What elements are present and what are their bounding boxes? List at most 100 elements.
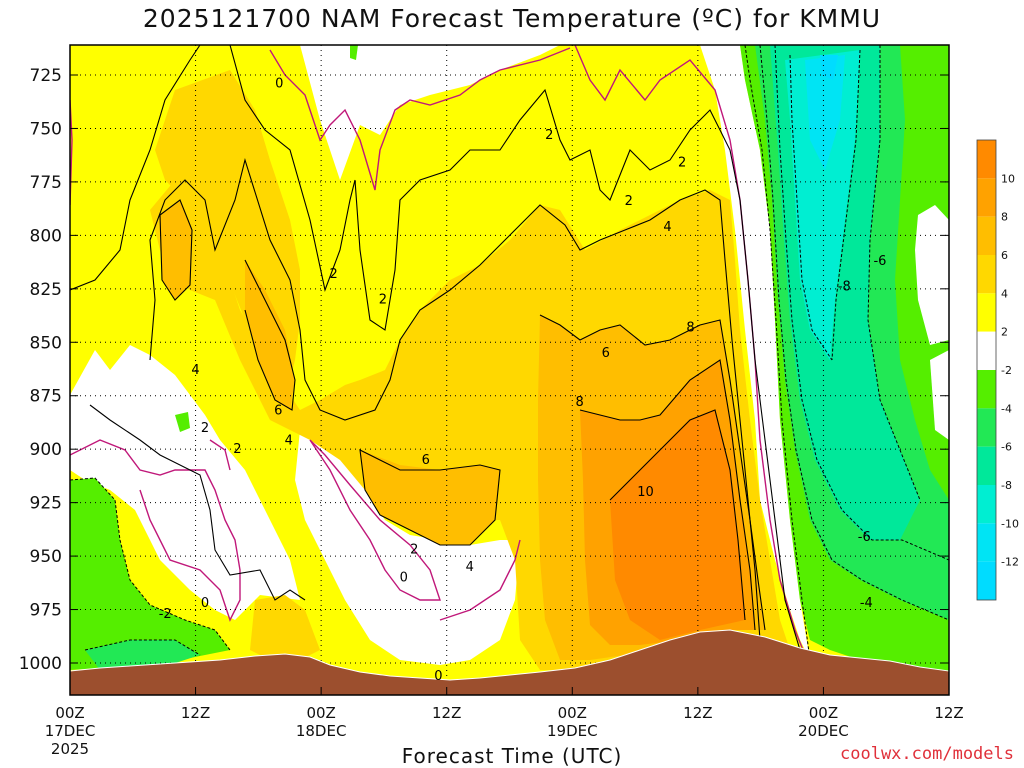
colorbar-label: -8 — [1001, 479, 1012, 492]
band-green-speck2 — [350, 45, 358, 60]
temperature-field — [70, 45, 949, 695]
x-tick-year: 2025 — [51, 740, 89, 758]
y-tick-label: 850 — [30, 333, 62, 353]
contour-label: 4 — [466, 560, 474, 575]
y-tick-label: 925 — [30, 494, 62, 514]
contour-label: 6 — [422, 453, 430, 468]
colorbar-swatch — [977, 446, 996, 485]
contour-label: 0 — [201, 596, 209, 611]
colorbar-swatch — [977, 178, 996, 217]
contour-label: 4 — [191, 363, 199, 378]
colorbar-label: 6 — [1001, 249, 1008, 262]
band-white-mid — [295, 430, 520, 665]
contour-label: 2 — [201, 421, 209, 436]
contour-label: 0 — [275, 77, 283, 92]
x-tick-label: 12Z — [432, 704, 461, 722]
colorbar-label: -6 — [1001, 441, 1012, 454]
colorbar-swatch — [977, 255, 996, 294]
contour-label: -4 — [860, 596, 873, 611]
contour-zero-f — [439, 539, 521, 621]
contour-label: 0 — [400, 570, 408, 585]
x-tick-label: 00Z — [55, 704, 84, 722]
contour-neg-8 — [789, 49, 861, 361]
contour-label: -6 — [873, 254, 886, 269]
band-green-lowleft2 — [85, 640, 200, 670]
contour-zero-d — [70, 439, 241, 622]
contour-label: 2 — [233, 442, 241, 457]
y-tick-label: 1000 — [19, 654, 62, 674]
band-green-speck — [175, 412, 190, 432]
x-axis-title: Forecast Time (UTC) — [401, 744, 623, 768]
y-tick-label: 775 — [30, 173, 62, 193]
y-tick-label: 875 — [30, 387, 62, 407]
colorbar-swatch — [977, 485, 996, 524]
y-tick-label: 725 — [30, 66, 62, 86]
chart-title: 2025121700 NAM Forecast Temperature (ºC)… — [142, 4, 882, 33]
contour-10 — [609, 409, 746, 621]
colorbar-label: -4 — [1001, 402, 1012, 415]
colorbar-label: -2 — [1001, 364, 1012, 377]
band-white-right — [915, 205, 949, 345]
y-tick-label: 975 — [30, 601, 62, 621]
colorbar-label: 4 — [1001, 287, 1008, 300]
colorbar-label: 2 — [1001, 326, 1008, 339]
x-tick-label: 12Z — [181, 704, 210, 722]
y-tick-label: 950 — [30, 547, 62, 567]
band-neg12 — [820, 55, 838, 80]
contour-label: 10 — [637, 485, 654, 500]
contour-label: 2 — [545, 128, 553, 143]
contour-label: 2 — [678, 156, 686, 171]
grid-lines — [70, 45, 949, 695]
contour-2 — [70, 45, 801, 651]
contour-zero-c — [574, 45, 806, 656]
contour-zero-e — [309, 439, 441, 601]
x-tick-date: 20DEC — [798, 722, 849, 740]
colorbar-label: -12 — [1001, 556, 1019, 569]
band-white-left — [70, 345, 300, 620]
colorbar-swatch — [977, 561, 996, 600]
contour-6 — [159, 199, 766, 631]
colorbar-label: -10 — [1001, 517, 1019, 530]
x-tick-date: 18DEC — [296, 722, 347, 740]
colorbar-swatch — [977, 370, 996, 409]
band-neg8-neg10 — [785, 50, 860, 360]
credit-link[interactable]: coolwx.com/models — [840, 744, 1014, 764]
band-6-8-small — [160, 200, 192, 300]
contour-zero-b — [269, 47, 571, 191]
contour-neg-6 — [774, 45, 949, 561]
colorbar-swatch — [977, 408, 996, 447]
y-tick-label: 900 — [30, 440, 62, 460]
x-tick-label: 00Z — [558, 704, 587, 722]
x-tick-label: 12Z — [683, 704, 712, 722]
contour-neg-4 — [759, 45, 949, 621]
colorbar-swatch — [977, 523, 996, 562]
contour-label: 4 — [663, 220, 671, 235]
contour-label: 0 — [434, 669, 442, 684]
x-tick-label: 00Z — [306, 704, 335, 722]
contour-label: 8 — [575, 395, 583, 410]
contour-label: 4 — [285, 434, 293, 449]
contour-label: 2 — [379, 293, 387, 308]
contour-label: -8 — [838, 280, 851, 295]
contour-label: 2 — [625, 194, 633, 209]
x-tick-date: 17DEC — [45, 722, 96, 740]
band-neg10-neg12 — [805, 55, 845, 170]
contour-4 — [149, 157, 761, 641]
contour-label: 2 — [410, 543, 418, 558]
contour-zero-g — [209, 439, 231, 471]
x-tick-date: 19DEC — [547, 722, 598, 740]
band-6-8-mid — [360, 450, 500, 545]
band-6-8-left — [245, 260, 295, 410]
contour-label: 6 — [602, 346, 610, 361]
colorbar-swatch — [977, 293, 996, 332]
plot-frame — [69, 44, 950, 696]
colorbar-label: 10 — [1001, 172, 1015, 185]
contour-label: 2 — [330, 267, 338, 282]
contour-lines — [70, 45, 949, 661]
x-tick-label: 00Z — [809, 704, 838, 722]
colorbar-swatch — [977, 331, 996, 370]
contour-label: 6 — [274, 404, 282, 419]
